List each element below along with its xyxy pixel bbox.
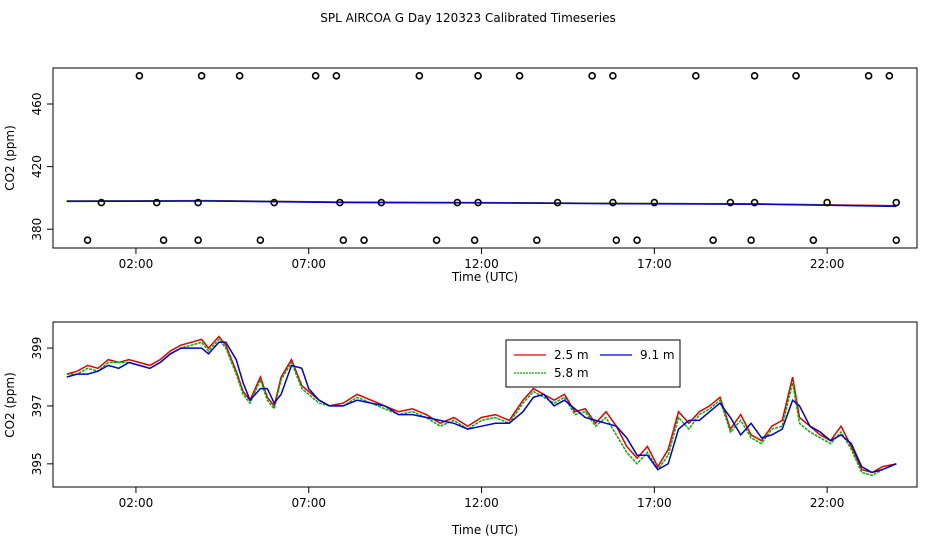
calibration-point-high [692, 72, 700, 80]
calibration-point-low [159, 236, 168, 244]
bottom-panel: 02:00 07:00 12:00 17:00 22:00 395 397 399 Time… [3, 321, 918, 537]
y-tick-label: 460 [30, 93, 44, 116]
calibration-point-low [360, 236, 368, 244]
calibration-point-mid [726, 198, 735, 207]
calibration-point-low [432, 236, 441, 244]
top-y-axis: 380 420 460 [30, 93, 54, 241]
x-tick-label: 22:00 [810, 496, 845, 510]
top-panel: 02:00 07:00 12:00 17:00 22:00 380 420 460 Time… [3, 67, 918, 284]
calibration-point-high [864, 72, 873, 80]
calibration-point-high [792, 72, 800, 80]
calibration-point-mid [609, 198, 617, 207]
top-calibration-points [83, 72, 901, 244]
series-line-2-5-m [66, 335, 897, 474]
calibration-point-high [332, 72, 341, 80]
calibration-point-low [339, 236, 348, 244]
calibration-point-low [83, 236, 92, 244]
top-plot-frame [52, 67, 918, 249]
top-x-axis-label: Time (UTC) [451, 270, 518, 284]
bottom-y-axis: 395 397 399 [30, 337, 54, 475]
x-tick-label: 07:00 [291, 496, 326, 510]
calibration-point-mid [453, 198, 462, 207]
x-tick-label: 17:00 [637, 257, 672, 271]
calibration-point-low [533, 236, 541, 244]
calibration-point-mid [650, 198, 659, 207]
top-y-axis-label: CO2 (ppm) [3, 125, 17, 191]
calibration-point-mid [892, 198, 901, 207]
calibration-point-high [474, 72, 482, 80]
legend-label-9-1m: 9.1 m [640, 348, 675, 362]
x-tick-label: 17:00 [637, 496, 672, 510]
x-tick-label: 02:00 [119, 496, 154, 510]
calibration-point-high [197, 72, 206, 80]
x-tick-label: 12:00 [464, 496, 499, 510]
series-line-5-8-m [66, 338, 897, 477]
calibration-point-mid [152, 198, 161, 207]
y-tick-label: 395 [30, 452, 44, 475]
calibration-point-mid [553, 198, 562, 207]
calibration-point-high [885, 72, 894, 80]
calibration-point-mid [97, 198, 106, 207]
series-line-9-1-m [66, 341, 897, 474]
calibration-point-mid [336, 198, 344, 207]
calibration-point-mid [823, 198, 831, 207]
calibration-point-low [747, 236, 755, 244]
calibration-point-mid [474, 198, 482, 207]
calibration-point-low [612, 236, 621, 244]
calibration-point-low [194, 236, 202, 244]
calibration-point-high [135, 72, 144, 80]
calibration-point-low [470, 236, 479, 244]
calibration-point-high [609, 72, 617, 80]
calibration-point-high [588, 72, 596, 80]
x-tick-label: 07:00 [291, 257, 326, 271]
calibration-point-mid [270, 198, 278, 207]
bottom-x-axis: 02:00 07:00 12:00 17:00 22:00 [119, 486, 845, 510]
y-tick-label: 399 [30, 337, 44, 360]
calibration-point-high [515, 72, 524, 80]
calibration-point-high [235, 72, 244, 80]
y-tick-label: 380 [30, 218, 44, 241]
calibration-point-high [311, 72, 320, 80]
x-tick-label: 22:00 [810, 257, 845, 271]
calibration-point-low [633, 236, 641, 244]
bottom-y-axis-label: CO2 (ppm) [3, 372, 17, 438]
calibration-point-low [892, 236, 901, 244]
x-tick-label: 12:00 [464, 257, 499, 271]
legend: 2.5 m 9.1 m 5.8 m [505, 339, 681, 388]
top-x-axis: 02:00 07:00 12:00 17:00 22:00 [119, 247, 845, 271]
calibration-point-mid [377, 198, 386, 207]
x-tick-label: 02:00 [119, 257, 154, 271]
calibration-point-mid [194, 198, 202, 207]
legend-box [505, 339, 681, 388]
bottom-x-axis-label: Time (UTC) [451, 523, 518, 537]
calibration-point-low [709, 236, 717, 244]
figure-title: SPL AIRCOA G Day 120323 Calibrated Times… [320, 11, 615, 25]
calibration-point-low [256, 236, 265, 244]
calibration-point-mid [750, 198, 759, 207]
y-tick-label: 420 [30, 155, 44, 178]
bottom-series-lines [66, 335, 897, 477]
legend-label-2-5m: 2.5 m [554, 348, 589, 362]
legend-label-5-8m: 5.8 m [554, 366, 589, 380]
calibration-point-high [750, 72, 759, 80]
calibration-point-high [415, 72, 424, 80]
calibration-point-low [809, 236, 818, 244]
y-tick-label: 397 [30, 394, 44, 417]
